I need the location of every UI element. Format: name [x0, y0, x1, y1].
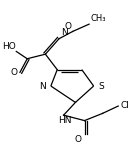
- Text: HO: HO: [2, 42, 15, 51]
- Text: CH₃: CH₃: [91, 14, 106, 23]
- Text: N: N: [40, 82, 46, 91]
- Text: Cl: Cl: [121, 101, 130, 110]
- Text: S: S: [98, 82, 104, 91]
- Text: O: O: [10, 68, 17, 77]
- Text: HN: HN: [58, 116, 71, 125]
- Text: N: N: [61, 28, 68, 37]
- Text: O: O: [65, 21, 72, 31]
- Text: O: O: [75, 135, 82, 144]
